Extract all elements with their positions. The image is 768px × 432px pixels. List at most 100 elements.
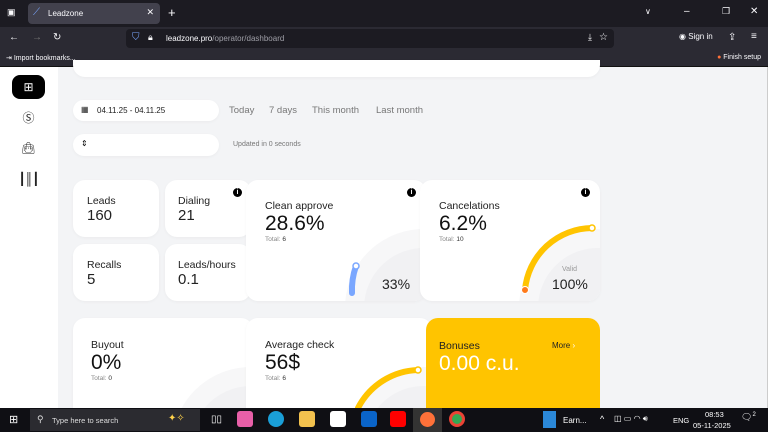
- average-check-total: 6: [282, 375, 286, 382]
- info-icon[interactable]: i: [581, 188, 590, 197]
- filter-last-month[interactable]: Last month: [376, 105, 423, 116]
- audio-wave-icon[interactable]: ┃║┃: [18, 172, 40, 186]
- gauge-arc: [522, 225, 595, 293]
- filter-this-month[interactable]: This month: [312, 105, 359, 116]
- search-placeholder: Type here to search: [52, 416, 119, 425]
- leads-hours-label: Leads/hours: [178, 259, 236, 271]
- restore-icon[interactable]: ❐: [722, 6, 731, 16]
- menu-icon[interactable]: ≡: [751, 31, 757, 42]
- sign-in-button[interactable]: ◉ Sign in: [679, 32, 713, 41]
- search-box[interactable]: ⚲ Type here to search ✦✧: [30, 409, 200, 431]
- average-check-gauge: [354, 366, 432, 408]
- language-indicator[interactable]: ENG: [673, 416, 690, 425]
- leads-hours-card: Leads/hours 0.1: [165, 244, 251, 301]
- bonuses-label: Bonuses: [439, 340, 480, 352]
- firefox-icon: ●: [717, 54, 722, 61]
- tray-chevron-up-icon[interactable]: ^: [600, 414, 605, 424]
- close-window-icon[interactable]: ✕: [750, 6, 759, 17]
- leads-value: 160: [87, 207, 113, 224]
- mail-icon[interactable]: [361, 411, 377, 427]
- url-path: /operator/dashboard: [212, 34, 285, 43]
- sign-in-label: Sign in: [688, 32, 713, 41]
- shield-icon[interactable]: ⛉: [132, 32, 140, 43]
- import-bookmarks-link[interactable]: ⇥ Import bookmarks...: [6, 55, 76, 62]
- dashboard-grid-icon[interactable]: ⊞: [12, 75, 45, 99]
- minimize-icon[interactable]: –: [684, 6, 690, 17]
- buyout-card: Buyout 0% Total: 0: [73, 318, 253, 408]
- back-icon[interactable]: ←: [9, 32, 19, 43]
- tab-list-icon[interactable]: ▣: [7, 7, 16, 17]
- document-icon: [543, 411, 556, 428]
- cancelations-gauge: [519, 224, 600, 301]
- import-bookmarks-label: Import bookmarks...: [13, 55, 76, 62]
- info-icon[interactable]: i: [233, 188, 242, 197]
- dollar-icon[interactable]: Ⓢ: [22, 110, 35, 125]
- chrome-icon[interactable]: [449, 411, 465, 427]
- extensions-icon[interactable]: ⇪: [728, 32, 737, 43]
- taskbar-app-label[interactable]: Earn...: [563, 416, 587, 425]
- store-icon[interactable]: [330, 411, 346, 427]
- info-icon[interactable]: i: [407, 188, 416, 197]
- copilot-icon[interactable]: [237, 411, 253, 427]
- close-tab-icon[interactable]: ✕: [146, 7, 154, 17]
- cancelations-gauge-value: 100%: [552, 276, 588, 292]
- dialing-label: Dialing: [178, 195, 211, 207]
- tray-icons[interactable]: ◫ ▭ ◠ 🔊︎: [614, 414, 648, 423]
- buyout-total: 0: [108, 375, 112, 382]
- tab-bar: ▣ ⟋ Leadzone ✕ + ∨ – ❐ ✕: [0, 0, 768, 27]
- filter-today[interactable]: Today: [229, 105, 255, 116]
- clean-approve-value: 28.6%: [265, 212, 325, 235]
- average-check-value: 56$: [265, 351, 301, 374]
- clean-approve-label: Clean approve: [265, 200, 334, 212]
- total-label: Total:: [439, 236, 455, 243]
- cancelations-total: 10: [456, 236, 464, 243]
- dialing-card: Dialing 21 i: [165, 180, 251, 237]
- recalls-value: 5: [87, 271, 96, 288]
- youtube-icon[interactable]: [390, 411, 406, 427]
- new-tab-icon[interactable]: +: [168, 5, 176, 20]
- filter-7-days[interactable]: 7 days: [269, 105, 297, 116]
- updown-chevron-icon: ⇕: [81, 139, 88, 148]
- cancelations-label: Cancelations: [439, 200, 500, 212]
- notifications-icon[interactable]: 🗨︎2: [741, 412, 756, 422]
- more-button[interactable]: More ›: [552, 341, 575, 350]
- taskbar: ⊞ ⚲ Type here to search ✦✧ ▯▯: [0, 408, 768, 432]
- clock-date[interactable]: 05-11-2025: [693, 421, 731, 430]
- bonuses-value: 0.00 c.u.: [439, 352, 520, 375]
- download-icon[interactable]: ⤓: [588, 32, 592, 42]
- leads-card: Leads 160: [73, 180, 159, 237]
- date-range-picker[interactable]: ▦ 04.11.25 - 04.11.25: [73, 100, 219, 121]
- finish-setup-link[interactable]: ● Finish setup: [717, 54, 761, 61]
- lock-icon[interactable]: 🔒︎: [148, 32, 153, 42]
- select-dropdown[interactable]: ⇕: [73, 134, 219, 156]
- cancelations-value: 6.2%: [439, 212, 487, 235]
- sidebar: ⊞ Ⓢ 👜︎ ┃║┃: [0, 67, 58, 408]
- total-label: Total:: [265, 236, 281, 243]
- windows-start-icon[interactable]: ⊞: [9, 414, 19, 426]
- star-icon[interactable]: ☆: [599, 32, 608, 43]
- file-explorer-icon[interactable]: [299, 411, 315, 427]
- edge-icon[interactable]: [268, 411, 284, 427]
- chevron-down-icon[interactable]: ∨: [645, 7, 651, 16]
- valid-label: Valid: [562, 266, 578, 273]
- leads-hours-value: 0.1: [178, 271, 199, 288]
- clean-approve-gauge: [345, 228, 426, 301]
- firefox-icon: [420, 412, 435, 427]
- clock-time[interactable]: 08:53: [705, 410, 724, 419]
- buyout-value: 0%: [91, 351, 122, 374]
- firefox-taskbar-button[interactable]: [413, 408, 442, 432]
- task-view-icon[interactable]: ▯▯: [211, 414, 223, 425]
- leadzone-favicon-icon: ⟋: [33, 7, 40, 18]
- bag-icon[interactable]: 👜︎: [20, 141, 37, 155]
- average-check-card: Average check 56$ Total: 6: [246, 318, 432, 408]
- clean-approve-gauge-value: 33%: [382, 276, 411, 292]
- more-label: More: [552, 341, 571, 350]
- browser-tab[interactable]: ⟋ Leadzone ✕: [28, 3, 160, 24]
- total-label: Total:: [265, 375, 281, 382]
- url-bar[interactable]: ⛉ 🔒︎ leadzone.pro/operator/dashboard ⤓ ☆: [126, 29, 614, 48]
- search-icon: ⚲: [37, 414, 44, 424]
- reload-icon[interactable]: ↻: [53, 32, 62, 43]
- top-card: [73, 60, 600, 77]
- bonuses-card: Bonuses 0.00 c.u. More ›: [426, 318, 600, 408]
- chevron-right-icon: ›: [572, 341, 576, 350]
